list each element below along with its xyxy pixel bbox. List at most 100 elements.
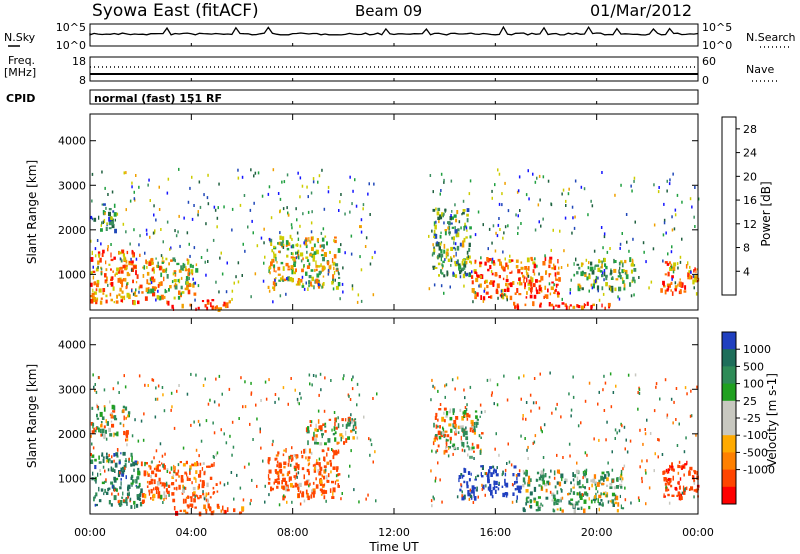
echo-cell: [98, 499, 102, 503]
echo-cell: [225, 441, 228, 445]
echo-cell: [199, 462, 202, 466]
echo-cell: [544, 285, 547, 290]
echo-cell: [524, 286, 526, 290]
echo-cell: [605, 277, 608, 281]
echo-cell: [664, 273, 667, 276]
power-echo-cells: [90, 167, 700, 312]
echo-cell: [530, 282, 533, 287]
echo-cell: [341, 418, 344, 422]
echo-cell: [489, 483, 492, 489]
echo-cell: [464, 406, 467, 409]
echo-cell: [532, 172, 534, 176]
echo-cell: [240, 376, 242, 380]
echo-cell: [472, 501, 475, 504]
echo-cell: [671, 277, 673, 281]
echo-cell: [662, 259, 664, 263]
echo-cell: [646, 459, 648, 463]
echo-cell: [271, 249, 274, 253]
echo-cell: [101, 221, 103, 225]
echo-cell: [92, 446, 95, 450]
echo-cell: [618, 297, 621, 301]
echo-cell: [495, 473, 499, 477]
echo-cell: [592, 283, 595, 289]
echo-cell: [452, 236, 455, 241]
echo-cell: [528, 197, 530, 201]
echo-cell: [637, 496, 640, 500]
echo-cell: [343, 441, 346, 445]
echo-cell: [150, 478, 152, 482]
echo-cell: [322, 449, 325, 453]
echo-cell: [633, 176, 636, 180]
echo-cell: [430, 499, 433, 503]
echo-cell: [644, 469, 647, 472]
echo-cell: [619, 494, 621, 498]
echo-cell: [552, 305, 555, 310]
echo-cell: [207, 492, 210, 496]
echo-cell: [674, 281, 677, 285]
echo-cell: [473, 431, 476, 435]
echo-cell: [213, 205, 216, 209]
echo-cell: [205, 508, 208, 514]
echo-cell: [165, 257, 168, 261]
echo-cell: [203, 497, 206, 501]
echo-cell: [156, 481, 160, 486]
echo-cell: [173, 487, 176, 490]
echo-cell: [519, 209, 521, 212]
echo-cell: [164, 452, 166, 456]
echo-cell: [462, 211, 465, 215]
echo-cell: [239, 203, 242, 207]
power-colorbar-label: Power [dB]: [759, 181, 773, 246]
echo-cell: [560, 473, 564, 479]
echo-cell: [297, 249, 300, 254]
echo-cell: [623, 287, 626, 291]
echo-cell: [450, 179, 453, 183]
echo-cell: [469, 488, 472, 492]
echo-cell: [440, 172, 443, 176]
echo-cell: [324, 266, 326, 270]
echo-cell: [321, 244, 323, 248]
echo-cell: [349, 421, 352, 425]
echo-cell: [167, 177, 170, 181]
echo-cell: [495, 432, 497, 436]
echo-cell: [616, 431, 618, 435]
echo-cell: [268, 469, 272, 474]
echo-cell: [127, 414, 129, 418]
echo-cell: [103, 405, 106, 408]
echo-cell: [160, 228, 162, 231]
echo-cell: [238, 417, 240, 420]
echo-cell: [193, 498, 196, 503]
echo-cell: [95, 288, 98, 292]
echo-cell: [293, 475, 295, 478]
echo-cell: [334, 437, 337, 442]
echo-cell: [161, 462, 163, 465]
velocity-colorbar-swatch: [722, 469, 736, 488]
echo-cell: [119, 267, 121, 270]
echo-cell: [525, 489, 529, 493]
echo-cell: [316, 273, 320, 278]
echo-cell: [174, 272, 177, 277]
echo-cell: [581, 287, 584, 291]
echo-cell: [441, 263, 443, 267]
echo-cell: [151, 378, 153, 382]
echo-cell: [556, 498, 560, 503]
echo-cell: [573, 226, 576, 230]
echo-cell: [638, 276, 640, 279]
echo-cell: [110, 216, 113, 220]
echo-cell: [98, 376, 100, 380]
echo-cell: [446, 271, 449, 275]
echo-cell: [93, 429, 97, 433]
echo-cell: [162, 463, 165, 469]
echo-cell: [690, 486, 694, 491]
echo-cell: [313, 431, 315, 435]
echo-cell: [320, 263, 322, 267]
echo-cell: [551, 411, 553, 415]
echo-cell: [641, 480, 643, 484]
echo-cell: [336, 441, 340, 444]
velocity-colorbar-tick: -25: [743, 412, 761, 425]
echo-cell: [601, 286, 604, 291]
echo-cell: [110, 481, 114, 485]
echo-cell: [501, 266, 505, 270]
echo-cell: [548, 259, 552, 264]
echo-cell: [581, 305, 584, 310]
